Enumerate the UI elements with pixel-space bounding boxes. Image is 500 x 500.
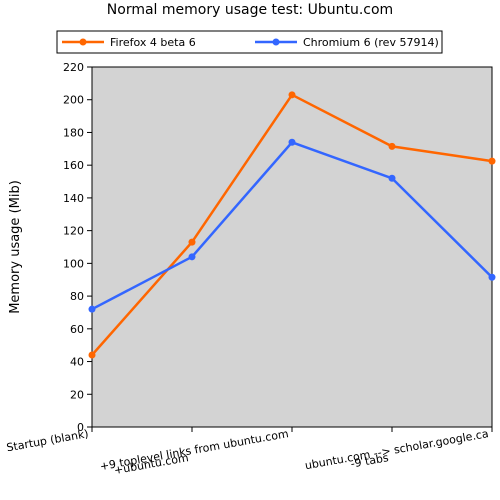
data-point [388, 174, 396, 182]
y-tick-label: 20 [70, 388, 84, 401]
legend-box [56, 30, 443, 54]
y-tick-label: 180 [63, 126, 84, 139]
legend-label-series-1: Chromium 6 (rev 57914) [303, 36, 439, 49]
y-tick-label: 120 [63, 225, 84, 238]
data-point [488, 157, 496, 165]
plot-area [91, 66, 493, 428]
x-tick-label: ubuntu.com --> scholar.google.ca [304, 427, 490, 472]
x-tick-label: +9 toplevel links from ubuntu.com [99, 427, 290, 473]
legend-label-series-0: Firefox 4 beta 6 [110, 36, 196, 49]
data-point [388, 142, 396, 150]
y-tick-label: 40 [70, 356, 84, 369]
x-tick-label: Startup (blank) [5, 427, 89, 454]
y-tick-label: 60 [70, 323, 84, 336]
data-point [88, 305, 96, 313]
y-tick-label: 80 [70, 290, 84, 303]
y-tick-label: 160 [63, 159, 84, 172]
data-point [288, 91, 296, 99]
y-tick-label: 100 [63, 257, 84, 270]
y-tick-label: 200 [63, 94, 84, 107]
y-tick-label: 220 [63, 61, 84, 74]
legend-marker-series-0 [79, 38, 87, 46]
data-point [188, 238, 196, 246]
chart-title: Normal memory usage test: Ubuntu.com [107, 2, 393, 18]
y-tick-label: 140 [63, 192, 84, 205]
data-point [288, 138, 296, 146]
data-point [188, 253, 196, 261]
y-axis-label: Memory usage (Mib) [8, 180, 23, 314]
legend: Firefox 4 beta 6 Chromium 6 (rev 57914) [56, 30, 443, 54]
data-point [488, 273, 496, 281]
legend-marker-series-1 [272, 38, 280, 46]
y-tick-label: 0 [77, 421, 84, 434]
data-point [88, 351, 96, 359]
series-layer [88, 91, 496, 359]
